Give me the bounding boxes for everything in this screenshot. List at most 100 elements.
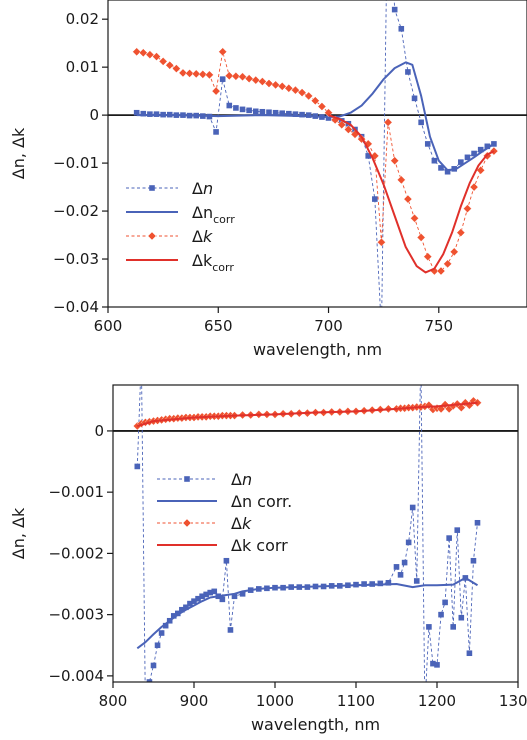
legend: Δn Δn corr. Δk Δk corr — [157, 470, 292, 555]
data-point-n — [211, 588, 218, 595]
data-point-n — [219, 76, 226, 82]
data-point-k — [297, 88, 307, 97]
data-point-n — [266, 109, 272, 116]
data-point-n — [134, 463, 141, 470]
data-point-n — [470, 557, 477, 564]
data-point-n — [484, 143, 491, 150]
data-point-n — [279, 110, 286, 117]
series-k_corr — [137, 401, 478, 427]
data-point-k — [457, 403, 466, 412]
legend-label-italic: n — [242, 470, 252, 489]
data-point-k — [469, 182, 479, 192]
x-tick-label: 750 — [424, 317, 453, 335]
legend-label-k_corr: Δk corr — [231, 536, 288, 555]
data-point-n — [458, 614, 465, 621]
data-point-k — [284, 83, 294, 93]
data-point-n — [379, 328, 385, 334]
y-tick-label: −0.01 — [53, 154, 99, 172]
data-point-n — [454, 527, 461, 533]
data-point-n — [252, 108, 259, 115]
data-point-k — [476, 166, 485, 175]
legend-label-n_corr: Δncorr — [192, 203, 235, 226]
data-point-n — [195, 595, 201, 602]
legend-label-k_corr: Δkcorr — [192, 251, 234, 274]
legend-label-italic: k — [203, 227, 213, 246]
data-point-n — [187, 600, 193, 607]
data-point-n — [391, 6, 398, 13]
data-point-k — [291, 85, 300, 95]
legend-marker-k — [147, 231, 157, 241]
data-point-n — [444, 168, 451, 175]
data-point-k — [489, 146, 499, 156]
y-tick-label: −0.02 — [53, 202, 99, 220]
y-tick-label: 0.01 — [66, 58, 99, 76]
data-point-n — [227, 627, 234, 633]
chart-top: 600 650 700 750 0.02 0.01 0 −0.01 −0.02 −0.03 −0.0… — [9, 0, 527, 359]
data-point-k — [436, 404, 446, 414]
data-point-n — [158, 630, 165, 636]
y-tick-label: −0.002 — [48, 544, 104, 562]
data-point-n — [239, 106, 246, 113]
y-tick-label: 0 — [94, 422, 104, 440]
data-point-k — [383, 118, 393, 127]
data-point-n — [233, 105, 239, 111]
data-point-n — [446, 535, 452, 541]
data-point-n — [393, 564, 400, 570]
series-k_corr-line — [137, 401, 478, 427]
data-point-k — [449, 247, 459, 257]
data-point-n — [246, 107, 252, 114]
data-point-n — [401, 559, 408, 566]
legend-label-k: Δk — [231, 514, 252, 533]
data-point-n — [219, 596, 226, 603]
data-point-k — [152, 52, 161, 61]
data-point-n — [259, 108, 266, 115]
data-point-n — [431, 157, 438, 164]
data-point-k — [397, 175, 406, 185]
series-k_corr — [328, 114, 495, 274]
data-point-n — [411, 95, 418, 102]
data-point-k — [231, 71, 241, 81]
x-tick-label: 1000 — [256, 692, 294, 710]
data-point-n — [471, 150, 477, 157]
series-k_corr-line — [328, 114, 495, 274]
data-point-k — [461, 398, 470, 408]
data-point-k — [244, 74, 254, 83]
data-point-n — [405, 69, 411, 75]
data-point-k — [165, 60, 175, 70]
data-point-n — [424, 141, 431, 147]
data-point-k — [191, 69, 201, 79]
series-n_corr — [136, 576, 479, 650]
data-point-k — [463, 204, 472, 213]
data-point-k — [178, 68, 188, 78]
data-point-n — [133, 109, 140, 116]
legend-marker-n — [184, 476, 190, 482]
data-point-k — [238, 72, 247, 82]
data-point-k — [344, 125, 353, 134]
data-point-n — [170, 613, 177, 619]
plot-frame — [107, 0, 527, 308]
data-point-n — [183, 604, 189, 611]
data-point-k — [198, 70, 208, 79]
data-point-k — [258, 77, 267, 86]
data-point-k — [132, 47, 141, 57]
data-point-k — [317, 102, 327, 111]
data-point-k — [436, 266, 446, 276]
legend-label-n_corr: Δn corr. — [231, 492, 292, 511]
data-point-n — [162, 622, 169, 629]
data-point-n — [146, 679, 153, 682]
legend-label-italic: k — [242, 514, 252, 533]
data-point-n — [418, 119, 424, 126]
data-point-n — [377, 580, 384, 587]
data-point-n — [450, 624, 456, 630]
data-point-k — [172, 64, 181, 73]
y-tick-label: −0.003 — [48, 606, 104, 624]
data-point-n — [305, 112, 312, 118]
data-point-k — [251, 75, 261, 85]
y-tick-label: 0.02 — [66, 10, 99, 28]
legend-marker-n — [149, 185, 155, 191]
data-point-k — [443, 259, 452, 269]
data-point-n — [191, 598, 197, 604]
data-point-k — [377, 237, 386, 247]
data-point-k — [456, 228, 466, 237]
